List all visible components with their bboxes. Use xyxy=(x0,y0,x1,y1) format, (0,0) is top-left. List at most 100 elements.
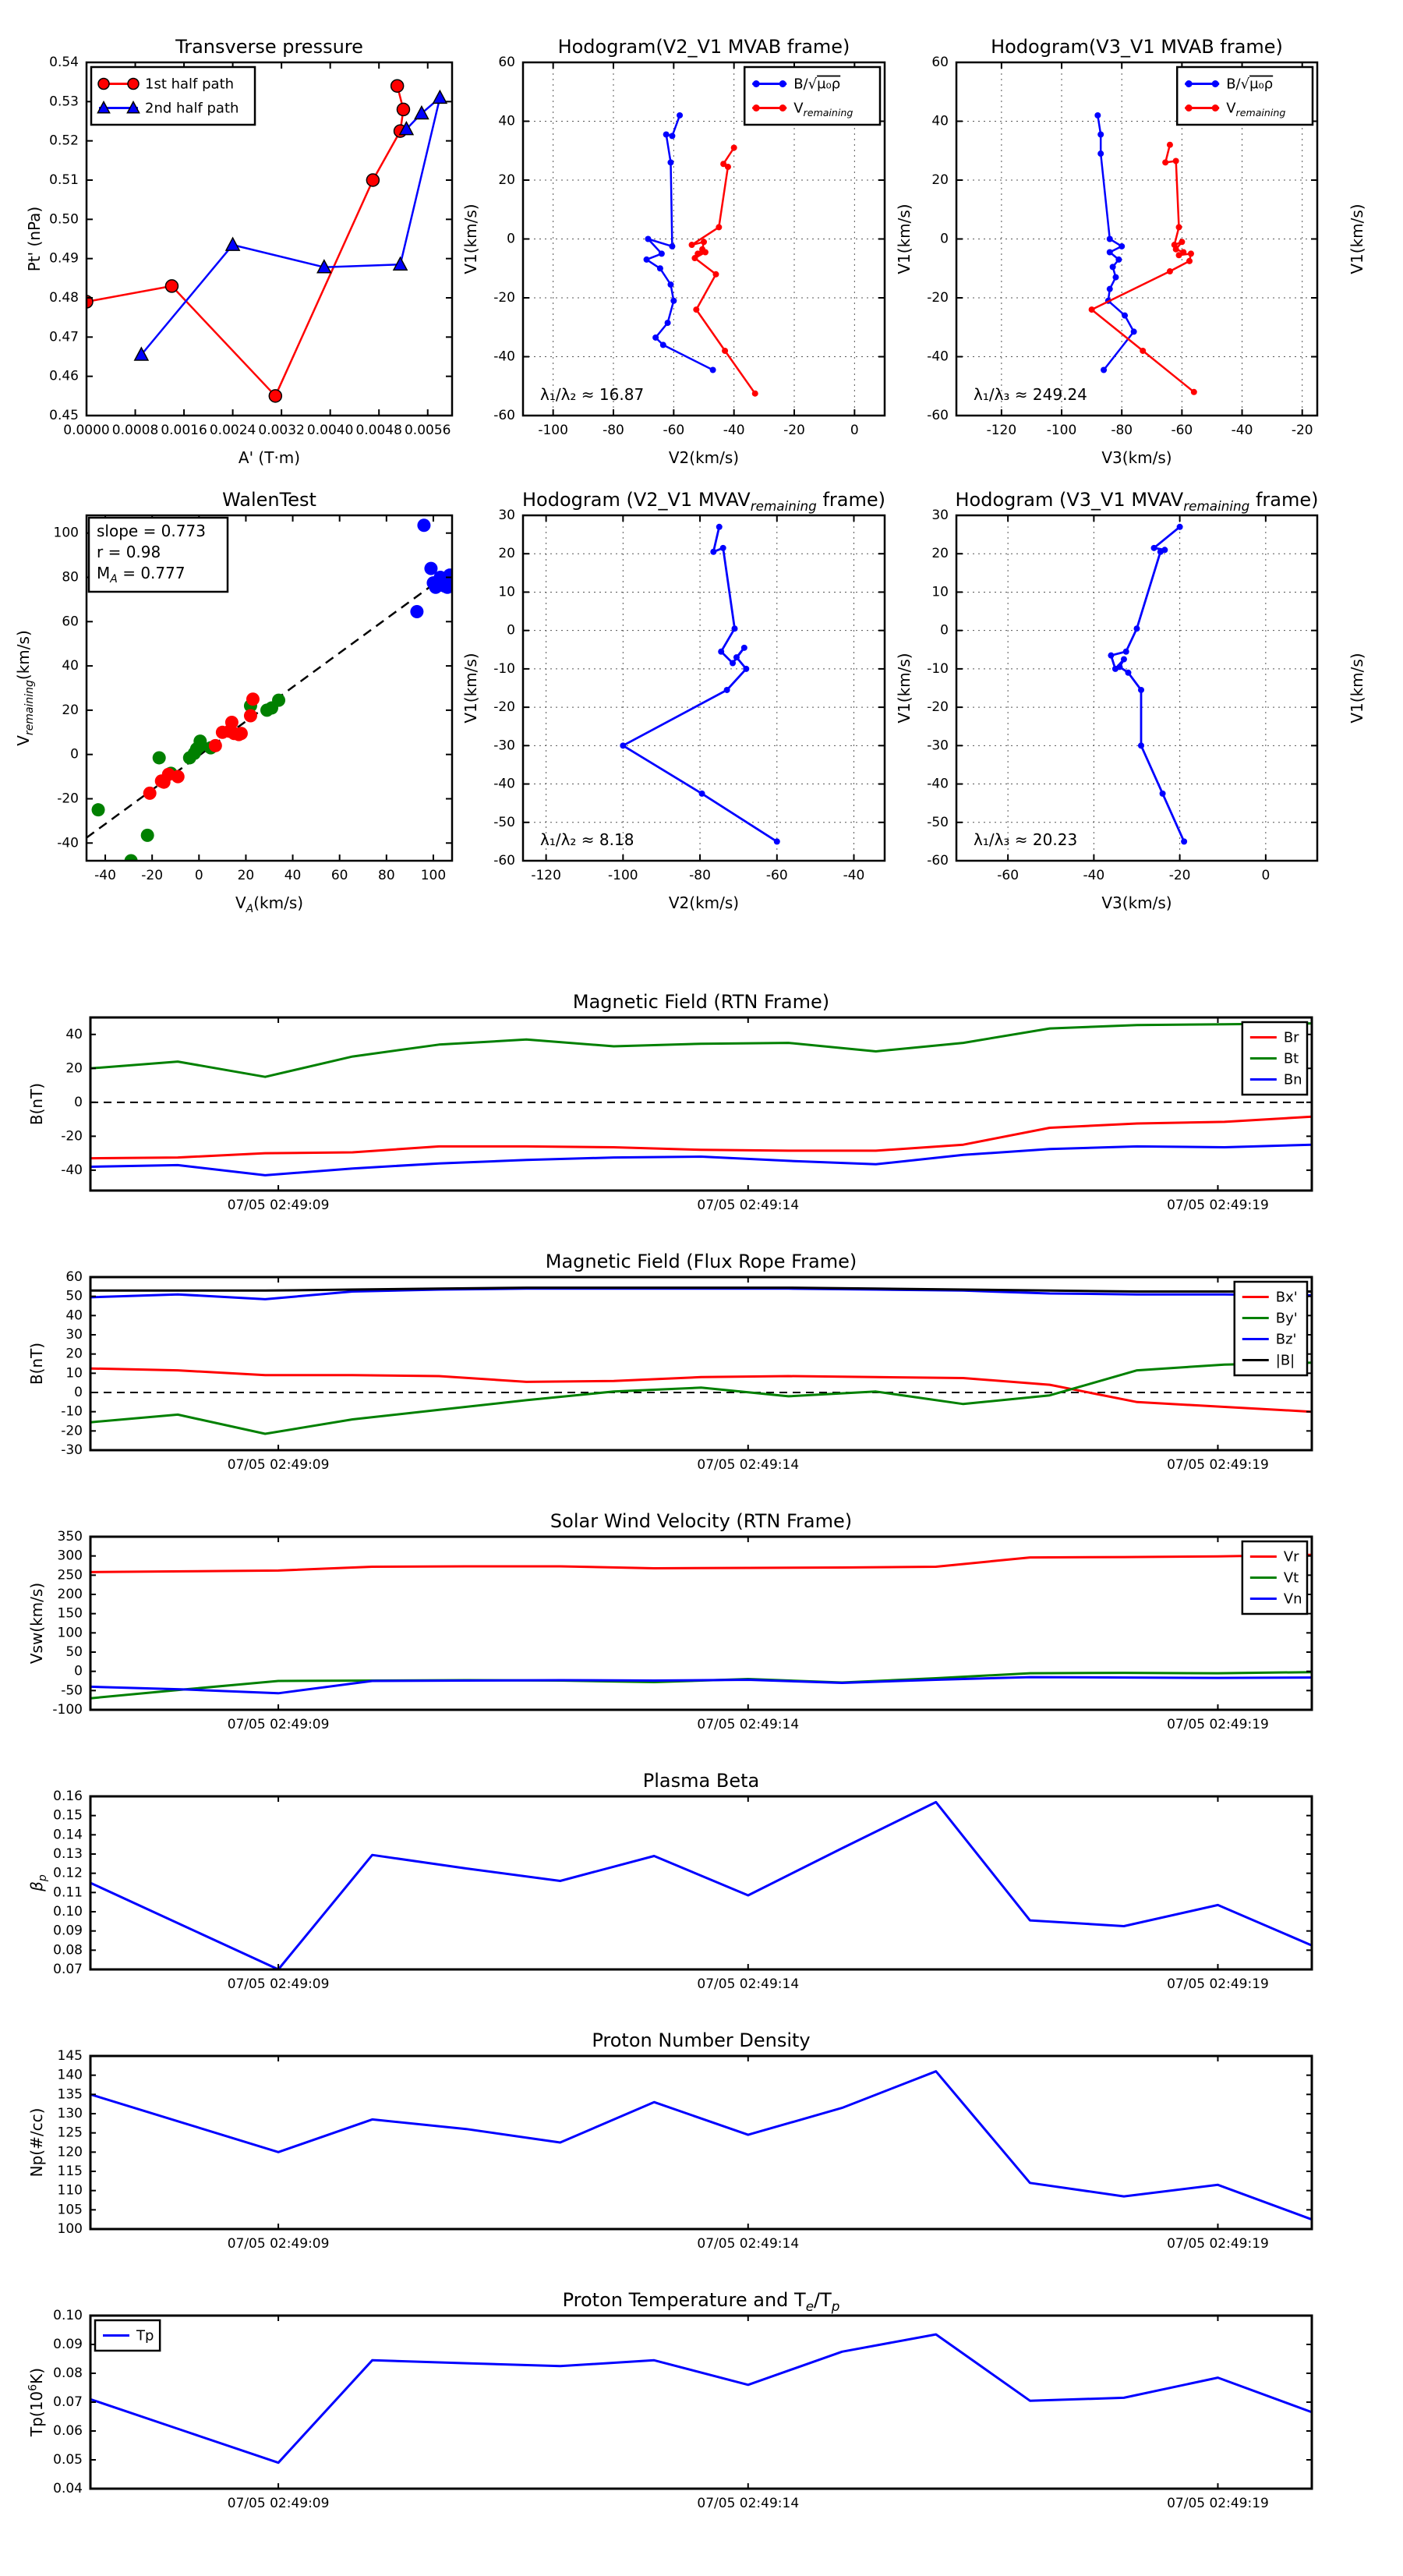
hodogram-v3v1-mvab-marker-B-alfven xyxy=(1097,131,1104,138)
transverse-pressure-ytick-label: 0.50 xyxy=(49,211,79,227)
hodogram-v3v1-mvav-plot-area xyxy=(956,515,1317,861)
hodogram-v2v1-mvav-xtick-label: -40 xyxy=(843,868,865,883)
plasma-beta-frame xyxy=(89,1795,1313,1971)
proton-temp-ytick-label: 0.07 xyxy=(53,2394,83,2410)
hodogram-v3v1-mvav-marker-V-remaining xyxy=(1176,523,1183,530)
hodogram-v3v1-mvab-ytick-label: 20 xyxy=(931,172,949,188)
mag-fluxrope-line-By-prime xyxy=(90,1361,1313,1435)
proton-density-ytick-label: 110 xyxy=(58,2183,83,2199)
hodogram-v2v1-mvab-series-V-remaining xyxy=(688,144,758,397)
hodogram-v3v1-mvab-marker-B-alfven xyxy=(1094,111,1101,119)
mag-rtn-legend-label: Bt xyxy=(1284,1051,1299,1067)
mag-rtn-plot-area xyxy=(90,1017,1312,1191)
transverse-pressure-xtick-label: 0.0008 xyxy=(112,423,158,438)
mag-fluxrope-series-Bx-prime xyxy=(90,1367,1313,1414)
hodogram-v3v1-mvab-marker-V-remaining xyxy=(1172,157,1179,165)
hodogram-v2v1-mvab-marker-B-alfven xyxy=(669,133,676,140)
vsw-rtn-legend-label: Vn xyxy=(1284,1591,1302,1608)
vsw-rtn-legend: Vr Vt Vn xyxy=(1241,1540,1309,1615)
hodogram-v2v1-mvab-legend-label: Vremaining xyxy=(793,101,853,119)
walen-test-xtick-label: 80 xyxy=(378,868,395,883)
hodogram-v3v1-mvab-marker-V-remaining xyxy=(1175,224,1182,231)
proton-density-ytick-label: 130 xyxy=(58,2106,83,2121)
chart-hodogram-v3v1-mvav: -60 -40 -20 0 -60 -50 -40 -30 -20 -10 0 10 20 30 Hodog… xyxy=(895,489,1366,912)
mag-rtn-series-Bn xyxy=(90,1143,1313,1177)
hodogram-v3v1-mvab-ylabel-right: V1(km/s) xyxy=(1348,203,1366,274)
transverse-pressure-marker-1st-half-path xyxy=(268,389,283,403)
mag-rtn-legend-label: Bn xyxy=(1284,1072,1302,1088)
hodogram-v2v1-mvab-annotation: λ₁/λ₂ ≈ 16.87 xyxy=(540,385,644,404)
hodogram-v2v1-mvab-marker-B-alfven xyxy=(677,111,684,119)
mag-rtn-xtick-label: 07/05 02:49:19 xyxy=(1167,1198,1269,1213)
hodogram-v2v1-mvab-ylabel: V1(km/s) xyxy=(461,203,480,274)
vsw-rtn-ytick-label: 0 xyxy=(74,1664,83,1679)
hodogram-v3v1-mvav-marker-V-remaining xyxy=(1133,625,1140,632)
hodogram-v2v1-mvab-marker-B-alfven xyxy=(663,131,670,138)
chart-hodogram-v2v1-mvav: -120 -100 -80 -60 -40-60-50-40-30-20-1001020… xyxy=(461,489,886,912)
transverse-pressure-marker-1st-half-path xyxy=(164,279,179,293)
hodogram-v2v1-mvab-ytick-label: 20 xyxy=(498,172,515,188)
walen-test-xtick-label: 40 xyxy=(284,868,302,883)
hodogram-v2v1-mvab-marker-B-alfven xyxy=(656,265,663,272)
transverse-pressure-xtick-label: 0.0056 xyxy=(405,423,451,438)
vsw-rtn-ytick-label: 150 xyxy=(58,1606,83,1622)
transverse-pressure-marker-2nd-half-path xyxy=(224,236,241,251)
proton-temp-series-Tp xyxy=(90,2333,1313,2465)
walen-test-marker-inbound-points xyxy=(140,828,154,842)
walen-test-series-mid-points xyxy=(143,692,260,800)
mag-rtn-ytick-label: 40 xyxy=(65,1027,83,1042)
transverse-pressure-ytick-label: 0.48 xyxy=(49,290,79,306)
proton-density-ylabel: Np(#/cc) xyxy=(27,2108,46,2178)
plasma-beta-xtick-label: 07/05 02:49:14 xyxy=(697,1976,799,1992)
hodogram-v2v1-mvav-annotation: λ₁/λ₂ ≈ 8.18 xyxy=(540,830,634,849)
mag-fluxrope-ytick-label: 60 xyxy=(65,1269,83,1285)
mag-fluxrope-frame xyxy=(89,1276,1313,1452)
hodogram-v3v1-mvav-marker-V-remaining xyxy=(1150,544,1157,551)
plasma-beta-xtick-label: 07/05 02:49:19 xyxy=(1167,1976,1269,1992)
walen-test-ytick-label: -40 xyxy=(57,835,79,851)
hodogram-v3v1-mvav-ytick-label: 10 xyxy=(931,584,949,600)
walen-test-marker-mid-points xyxy=(143,786,157,800)
hodogram-v2v1-mvav-xtick-label: -120 xyxy=(531,868,561,883)
vsw-rtn-title: Solar Wind Velocity (RTN Frame) xyxy=(550,1510,852,1532)
vsw-rtn-line-Vr xyxy=(90,1553,1313,1573)
chart-hodogram-v2v1-mvab: -100 -80 -60 -40 -20 0 -60 -40 -20 0 20 40 60 Hodogra… xyxy=(461,36,886,467)
hodogram-v3v1-mvab-ytick-label: -20 xyxy=(927,290,949,306)
hodogram-v3v1-mvab-legend-label: B/√μ₀ρ xyxy=(1226,76,1273,93)
hodogram-v3v1-mvav-xtick-label: -40 xyxy=(1083,868,1104,883)
vsw-rtn-ytick-label: 250 xyxy=(58,1567,83,1583)
vsw-rtn-ytick-label: 50 xyxy=(65,1644,83,1660)
plasma-beta-ytick-label: 0.15 xyxy=(53,1808,83,1824)
hodogram-v3v1-mvab-marker-B-alfven xyxy=(1112,274,1119,281)
hodogram-v2v1-mvab-marker-B-alfven xyxy=(658,250,665,257)
hodogram-v2v1-mvav-frame xyxy=(521,514,886,862)
mag-fluxrope-plot-area xyxy=(90,1277,1312,1450)
proton-density-xtick-label: 07/05 02:49:19 xyxy=(1167,2236,1269,2252)
mag-fluxrope-title: Magnetic Field (Flux Rope Frame) xyxy=(546,1251,857,1272)
hodogram-v2v1-mvav-marker-V-remaining xyxy=(773,838,780,845)
walen-test-marker-inbound-points xyxy=(193,734,207,748)
proton-temp-line-Tp xyxy=(90,2333,1313,2465)
proton-density-ytick-label: 140 xyxy=(58,2068,83,2083)
walen-test-marker-mid-points xyxy=(171,770,185,784)
plasma-beta-title: Plasma Beta xyxy=(643,1770,759,1792)
vsw-rtn-ytick-label: -100 xyxy=(52,1702,83,1718)
hodogram-v2v1-mvab-ytick-label: -60 xyxy=(493,408,515,423)
proton-density-ytick-label: 125 xyxy=(58,2125,83,2141)
transverse-pressure-ytick-label: 0.51 xyxy=(49,172,79,188)
mag-rtn-ylabel: B(nT) xyxy=(27,1083,46,1125)
transverse-pressure-legend-marker xyxy=(127,77,140,90)
hodogram-v2v1-mvab-line-V-remaining xyxy=(691,147,756,395)
hodogram-v3v1-mvab-marker-B-alfven xyxy=(1106,235,1113,242)
hodogram-v2v1-mvab-marker-V-remaining xyxy=(693,306,700,313)
hodogram-v2v1-mvab-title: Hodogram(V2_V1 MVAB frame) xyxy=(558,36,850,58)
mag-rtn-legend-label: Br xyxy=(1284,1030,1299,1046)
transverse-pressure-xtick-label: 0.0048 xyxy=(355,423,401,438)
proton-density-ytick-label: 145 xyxy=(58,2048,83,2064)
hodogram-v2v1-mvav-marker-V-remaining xyxy=(723,686,730,693)
hodogram-v2v1-mvab-marker-V-remaining xyxy=(702,249,709,256)
hodogram-v2v1-mvav-xlabel: V2(km/s) xyxy=(669,893,739,912)
walen-test-marker-mid-points xyxy=(208,738,222,752)
hodogram-v3v1-mvab-marker-B-alfven xyxy=(1106,285,1113,292)
hodogram-v3v1-mvab-marker-V-remaining xyxy=(1179,239,1186,246)
